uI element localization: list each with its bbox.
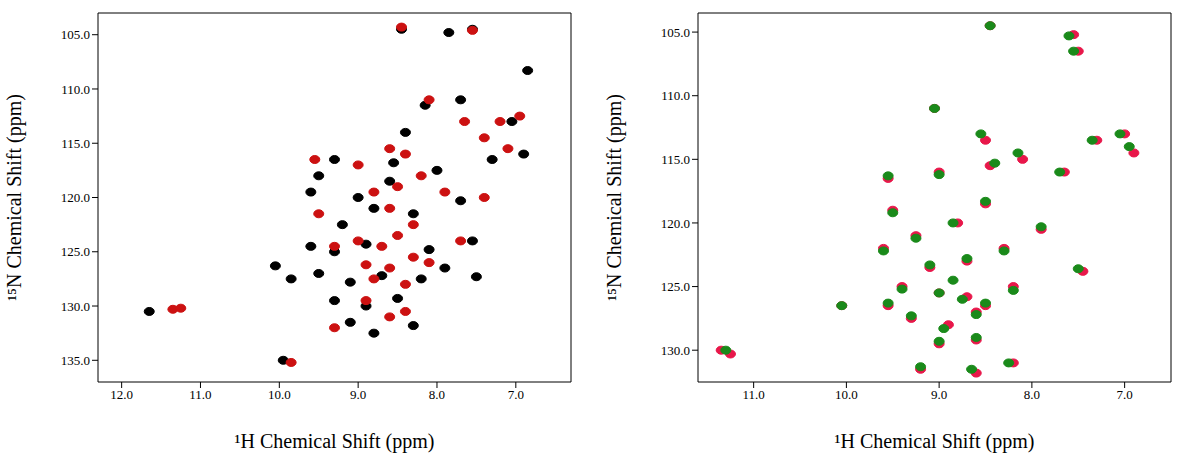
svg-text:105.0: 105.0: [661, 25, 690, 40]
svg-text:125.0: 125.0: [61, 244, 90, 259]
svg-text:8.0: 8.0: [429, 387, 445, 402]
svg-text:¹⁵N Chemical Shift (ppm): ¹⁵N Chemical Shift (ppm): [603, 94, 626, 301]
svg-text:¹H Chemical Shift (ppm): ¹H Chemical Shift (ppm): [835, 430, 1035, 453]
svg-text:115.0: 115.0: [61, 136, 90, 151]
svg-text:¹H Chemical Shift (ppm): ¹H Chemical Shift (ppm): [235, 430, 435, 453]
svg-text:12.0: 12.0: [110, 387, 133, 402]
svg-text:135.0: 135.0: [61, 353, 90, 368]
svg-text:11.0: 11.0: [743, 387, 765, 402]
svg-text:125.0: 125.0: [661, 279, 690, 294]
svg-text:10.0: 10.0: [268, 387, 291, 402]
svg-text:115.0: 115.0: [661, 152, 690, 167]
svg-text:105.0: 105.0: [61, 27, 90, 42]
svg-text:120.0: 120.0: [661, 216, 690, 231]
svg-text:8.0: 8.0: [1024, 387, 1040, 402]
svg-text:¹⁵N Chemical Shift (ppm): ¹⁵N Chemical Shift (ppm): [3, 94, 26, 301]
svg-text:9.0: 9.0: [931, 387, 947, 402]
svg-text:9.0: 9.0: [350, 387, 366, 402]
svg-text:10.0: 10.0: [835, 387, 858, 402]
svg-text:7.0: 7.0: [1117, 387, 1133, 402]
svg-text:130.0: 130.0: [661, 343, 690, 358]
svg-text:130.0: 130.0: [61, 299, 90, 314]
svg-text:7.0: 7.0: [508, 387, 524, 402]
svg-text:110.0: 110.0: [61, 82, 90, 97]
svg-text:110.0: 110.0: [661, 88, 690, 103]
svg-text:11.0: 11.0: [189, 387, 211, 402]
svg-text:120.0: 120.0: [61, 190, 90, 205]
